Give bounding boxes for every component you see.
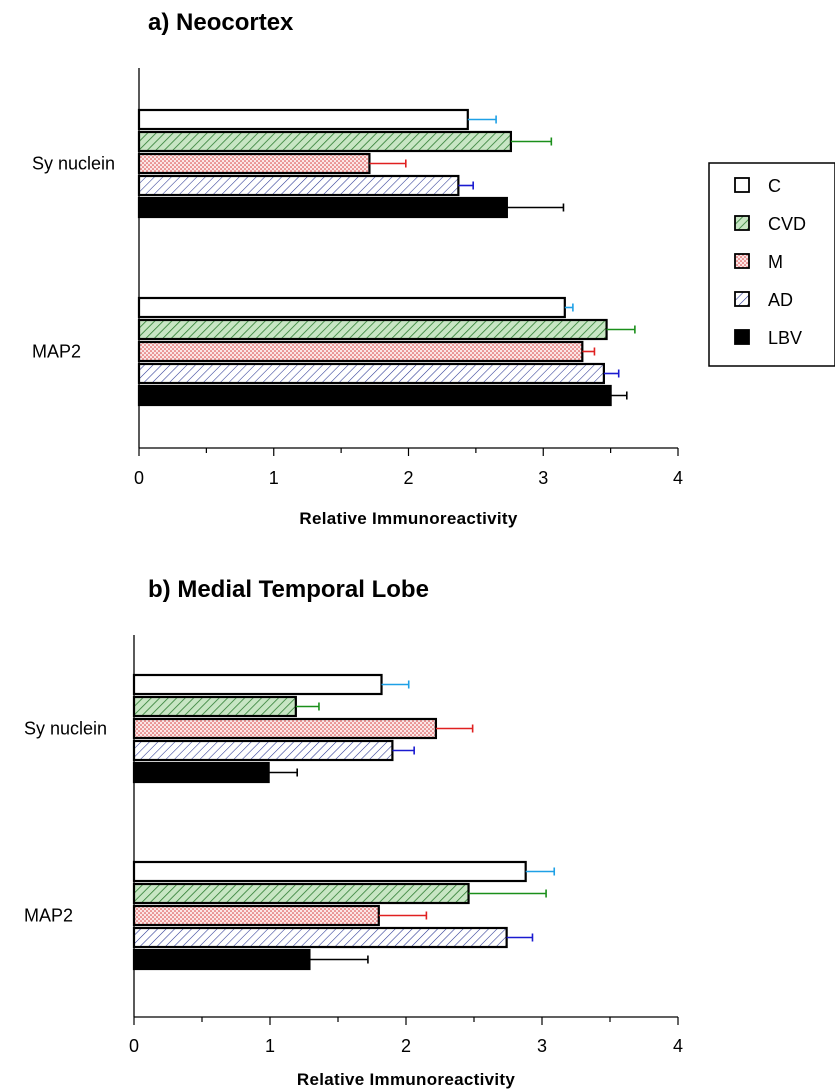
- bar-c: [132, 860, 527, 883]
- bar-m: [137, 152, 371, 175]
- bar-cvd: [137, 318, 608, 341]
- legend-swatch-c: [734, 177, 750, 193]
- category-label: MAP2: [24, 906, 73, 926]
- legend-label: M: [768, 252, 783, 272]
- bar-m: [132, 904, 380, 927]
- legend-label: LBV: [768, 328, 802, 348]
- legend-label: CVD: [768, 214, 806, 234]
- plot-area: 0 1 2 3 4 Sy nuclein MAP2: [24, 635, 683, 1056]
- x-tick-label: 2: [403, 468, 413, 488]
- bar-c: [137, 296, 566, 319]
- bar-lbv: [132, 948, 311, 971]
- legend-swatch-cvd: [734, 215, 750, 231]
- x-tick-label: 3: [537, 1036, 547, 1056]
- x-tick-label: 4: [673, 468, 683, 488]
- bar-ad: [132, 739, 394, 762]
- legend-label: AD: [768, 290, 793, 310]
- bar-cvd: [137, 130, 513, 153]
- panel-medial-temporal-lobe: b) Medial Temporal Lobe Relative Immunor…: [24, 576, 683, 1089]
- category-label: MAP2: [32, 342, 81, 362]
- x-axis-label: Relative Immunoreactivity: [299, 509, 517, 528]
- chart-title: b) Medial Temporal Lobe: [148, 576, 429, 603]
- legend-swatch-ad: [734, 291, 750, 307]
- panel-neocortex: a) Neocortex Relative Immunoreactivity 0…: [32, 9, 683, 528]
- legend-swatch-m: [734, 253, 750, 269]
- x-tick-label: 0: [134, 468, 144, 488]
- category-label: Sy nuclein: [32, 154, 115, 174]
- bar-ad: [132, 926, 508, 949]
- x-tick-label: 1: [269, 468, 279, 488]
- x-tick-label: 3: [538, 468, 548, 488]
- x-tick-label: 4: [673, 1036, 683, 1056]
- legend: C CVD M AD LBV: [708, 162, 835, 367]
- x-tick-label: 1: [265, 1036, 275, 1056]
- chart-title: a) Neocortex: [148, 9, 294, 36]
- x-tick-label: 0: [129, 1036, 139, 1056]
- bar-m: [137, 340, 584, 363]
- bar-c: [137, 108, 469, 131]
- bar-lbv: [137, 384, 612, 407]
- bar-ad: [137, 362, 605, 385]
- category-label: Sy nuclein: [24, 719, 107, 739]
- bar-lbv: [137, 196, 508, 219]
- bar-ad: [137, 174, 460, 197]
- legend-swatch-lbv: [734, 329, 750, 345]
- x-axis-label: Relative Immunoreactivity: [297, 1070, 515, 1089]
- legend-box: [708, 162, 835, 367]
- x-tick-label: 2: [401, 1036, 411, 1056]
- bar-cvd: [132, 695, 297, 718]
- bar-c: [132, 673, 383, 696]
- bar-m: [132, 717, 438, 740]
- bar-cvd: [132, 882, 470, 905]
- plot-area: 0 1 2 3 4 Sy nuclein MAP2: [32, 68, 683, 488]
- bar-lbv: [132, 761, 270, 784]
- legend-label: C: [768, 176, 781, 196]
